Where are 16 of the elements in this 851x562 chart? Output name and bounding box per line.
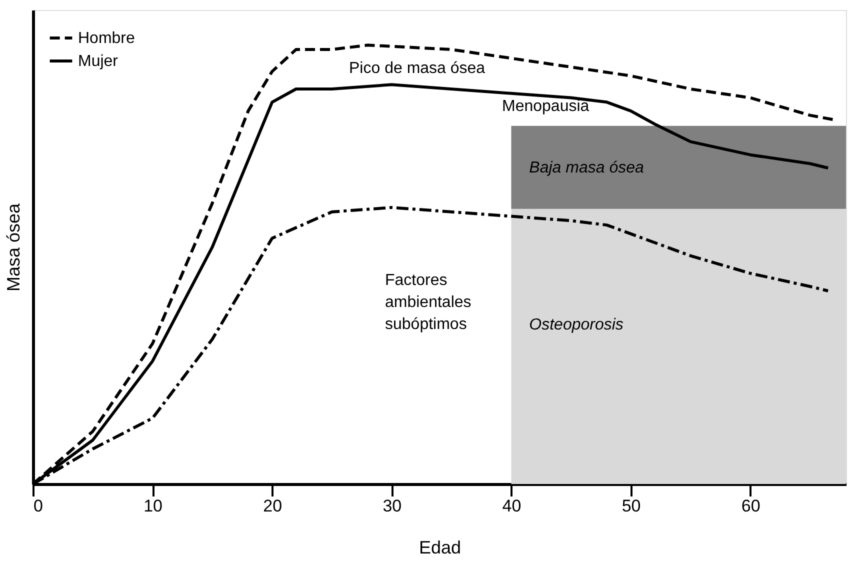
x-tick-label: 30 [382,496,402,516]
band-label: Osteoporosis [529,316,624,334]
x-tick-label: 60 [741,496,760,516]
x-tick-label: 10 [144,496,163,516]
y-axis-title: Masa ósea [4,202,24,292]
x-tick-label: 40 [502,496,522,516]
x-tick-label: 0 [34,496,43,516]
annotation: Factores ambientales subóptimos [385,272,472,333]
legend-label: Hombre [78,30,136,47]
x-tick-label: 50 [622,496,641,516]
annotation: Menopausia [502,98,590,115]
band-label: Baja masa ósea [529,159,644,176]
annotation: Pico de masa ósea [349,60,486,77]
x-tick-label: 20 [263,496,282,516]
x-axis-title: Edad [418,538,462,558]
legend-label: Mujer [78,53,119,70]
